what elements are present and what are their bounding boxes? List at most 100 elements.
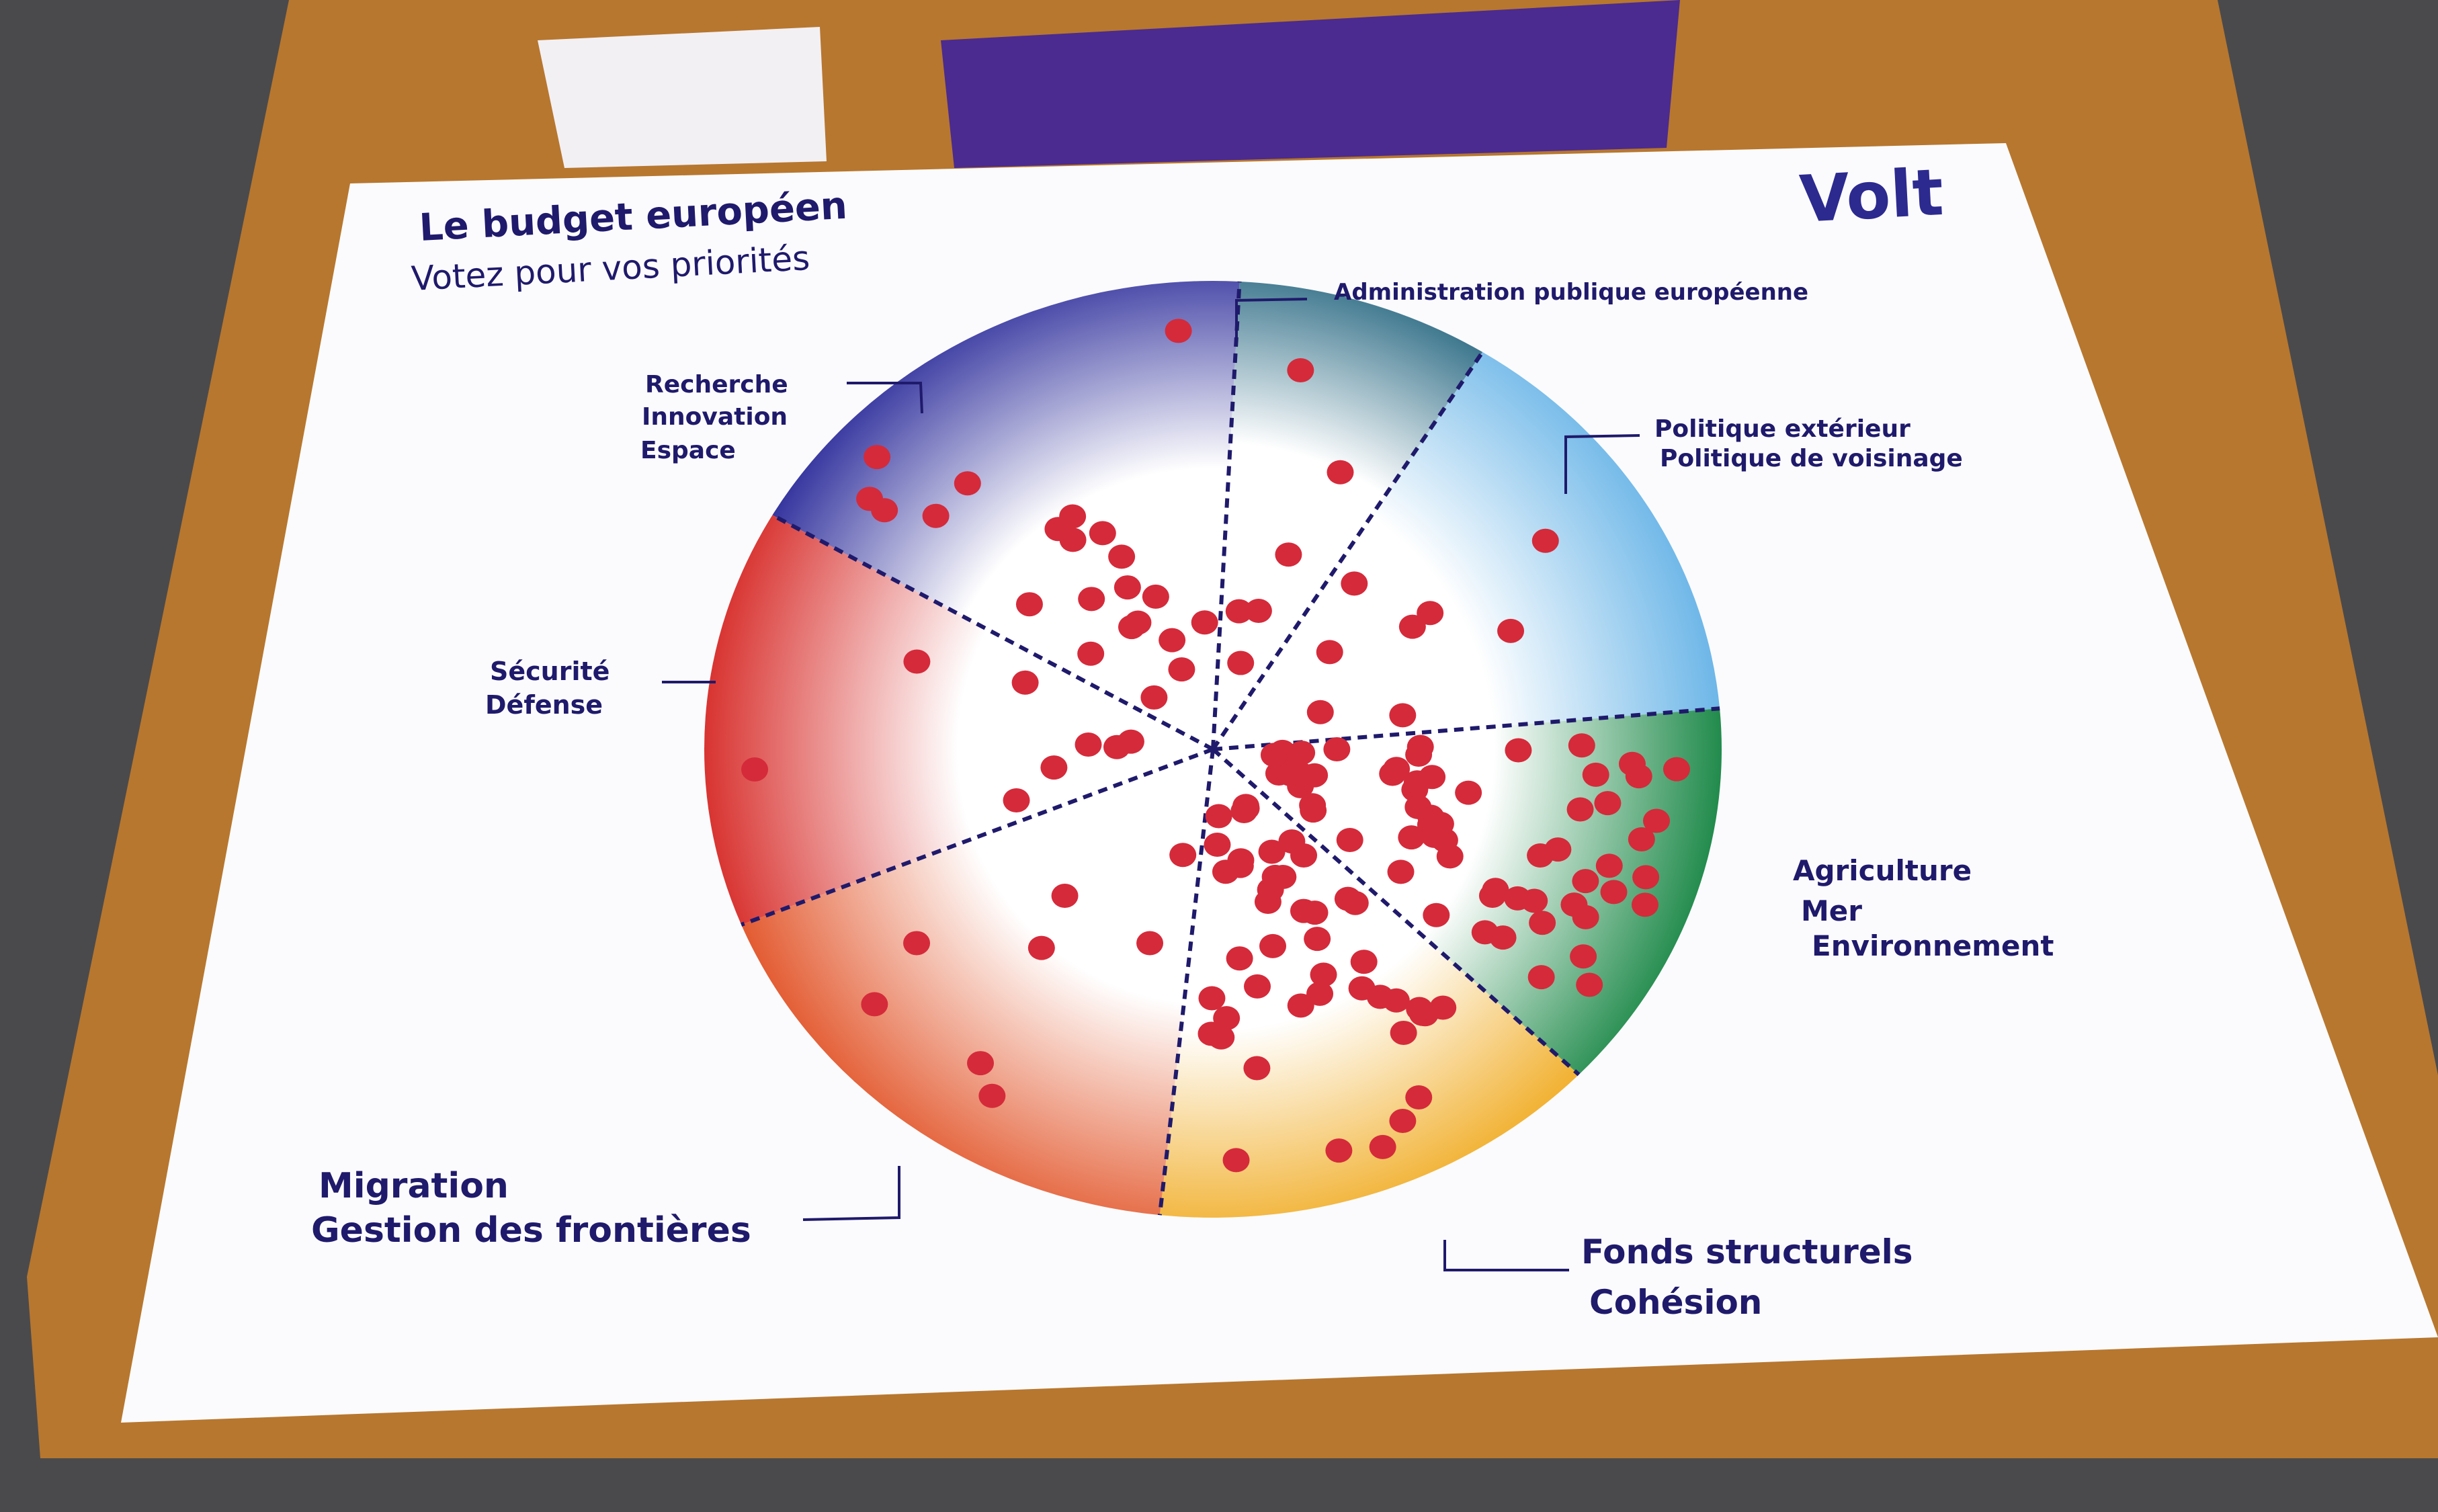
- segment-label: Migration: [319, 1166, 509, 1206]
- sticker-dot: [861, 992, 888, 1017]
- sticker-dot: [1323, 737, 1351, 762]
- sticker-dot: [1341, 890, 1369, 915]
- sticker-dot: [1436, 844, 1464, 869]
- sticker-dot: [1168, 657, 1195, 682]
- sticker-dot: [1369, 1134, 1396, 1159]
- slice-divider: [1212, 747, 1581, 1077]
- sticker-dot: [1003, 788, 1030, 812]
- sticker-dot: [1113, 575, 1141, 600]
- segment-label: Espace: [640, 437, 736, 464]
- sticker-dot: [1527, 843, 1554, 868]
- sticker-dot: [1244, 974, 1271, 999]
- segment-label: Fonds structurels: [1581, 1232, 1913, 1271]
- sticker-dot: [903, 649, 931, 674]
- sticker-dot: [741, 757, 769, 782]
- sticker-dot: [1387, 859, 1415, 884]
- sticker-dot: [1643, 808, 1671, 833]
- sticker-sheet: [538, 27, 827, 168]
- segment-label: Agriculture: [1793, 854, 1972, 887]
- segment-label: Défense: [485, 690, 603, 720]
- sticker-dot: [1230, 799, 1258, 824]
- slice-divider: [741, 747, 1214, 927]
- sticker-dot: [1222, 1148, 1250, 1173]
- sticker-dot: [1316, 640, 1343, 665]
- slice-divider: [1211, 281, 1242, 750]
- sticker-dot: [1075, 732, 1102, 757]
- sticker-dot: [1044, 517, 1072, 542]
- sticker-dot: [1225, 599, 1253, 624]
- segment-label: Administration publique européenne: [1334, 279, 1808, 306]
- sticker-dot: [1531, 528, 1559, 553]
- sticker-dot: [1260, 743, 1288, 767]
- sticker-dot: [1290, 898, 1317, 923]
- sticker-dot: [1405, 1085, 1433, 1109]
- leader-line: [1235, 298, 1308, 339]
- sticker-dot: [1568, 733, 1595, 758]
- sticker-dot: [922, 503, 950, 528]
- sticker-dot: [1504, 886, 1531, 911]
- sticker-dot: [1625, 764, 1652, 789]
- segment-label: Gestion des frontières: [311, 1210, 751, 1251]
- sticker-dot: [1572, 869, 1599, 894]
- sticker-dot: [1117, 729, 1144, 754]
- sticker-dot: [1632, 865, 1660, 890]
- sticker-dot: [1327, 460, 1354, 485]
- sticker-dot: [1489, 925, 1517, 950]
- sticker-dot: [1576, 972, 1603, 997]
- sticker-dot: [1505, 738, 1532, 763]
- sticker-dot: [1427, 812, 1454, 837]
- sticker-dot: [1027, 935, 1055, 960]
- segment-label: Politique extérieur: [1654, 415, 1910, 443]
- sticker-dot: [1390, 1020, 1417, 1045]
- sticker-dot: [1245, 599, 1272, 624]
- sticker-dot: [967, 1051, 995, 1076]
- sticker-dot: [1595, 853, 1623, 878]
- sticker-dot: [1325, 1138, 1353, 1163]
- sticker-dot: [1600, 880, 1628, 905]
- sticker-dot: [1406, 997, 1433, 1021]
- segment-label: Politique de voisinage: [1660, 445, 1963, 472]
- sticker-dot: [864, 445, 891, 470]
- slice-divider: [771, 513, 1214, 751]
- sticker-dot: [1198, 986, 1226, 1011]
- sticker-dot: [856, 487, 884, 511]
- sticker-dot: [1051, 884, 1079, 909]
- sticker-dot: [1258, 839, 1286, 864]
- sticker-dot: [1287, 358, 1314, 382]
- sticker-dot: [1404, 795, 1432, 820]
- sticker-dot: [1663, 757, 1690, 782]
- sticker-dot: [1398, 614, 1426, 639]
- sticker-dot: [1287, 761, 1314, 786]
- sticker-dot: [1191, 610, 1218, 635]
- sticker-dot: [1594, 791, 1622, 816]
- segment-label: Innovation: [642, 403, 788, 431]
- sticker-dot: [1417, 601, 1444, 626]
- sticker-dot: [1306, 981, 1334, 1006]
- sticker-dot: [1423, 902, 1450, 927]
- sticker-dot: [1336, 828, 1363, 853]
- sticker-dot: [1582, 762, 1609, 787]
- segment-label: Recherche: [645, 371, 788, 398]
- slice-divider: [1157, 749, 1215, 1216]
- sticker-dot: [1159, 628, 1186, 653]
- sticker-dot: [1011, 670, 1039, 695]
- sticker-dot: [1310, 962, 1337, 987]
- segment-label: Sécurité: [490, 657, 610, 686]
- sticker-dot: [1560, 892, 1588, 917]
- sticker-dot: [1350, 950, 1378, 974]
- pie-slice: [1213, 281, 1483, 749]
- sticker-dot: [1169, 843, 1197, 868]
- sticker-dot: [903, 931, 931, 956]
- sticker-dot: [1299, 793, 1327, 818]
- sticker-dot: [1566, 797, 1594, 822]
- sticker-dot: [1529, 911, 1556, 935]
- sticker-dot: [1140, 685, 1168, 710]
- sticker-dot: [1118, 615, 1145, 640]
- sticker-dot: [1389, 1109, 1417, 1134]
- sticker-dot: [1089, 521, 1116, 546]
- sticker-dot: [1243, 1056, 1271, 1081]
- segment-label: Cohésion: [1589, 1283, 1762, 1322]
- sticker-dot: [1205, 804, 1232, 829]
- sticker-dot: [1527, 965, 1555, 990]
